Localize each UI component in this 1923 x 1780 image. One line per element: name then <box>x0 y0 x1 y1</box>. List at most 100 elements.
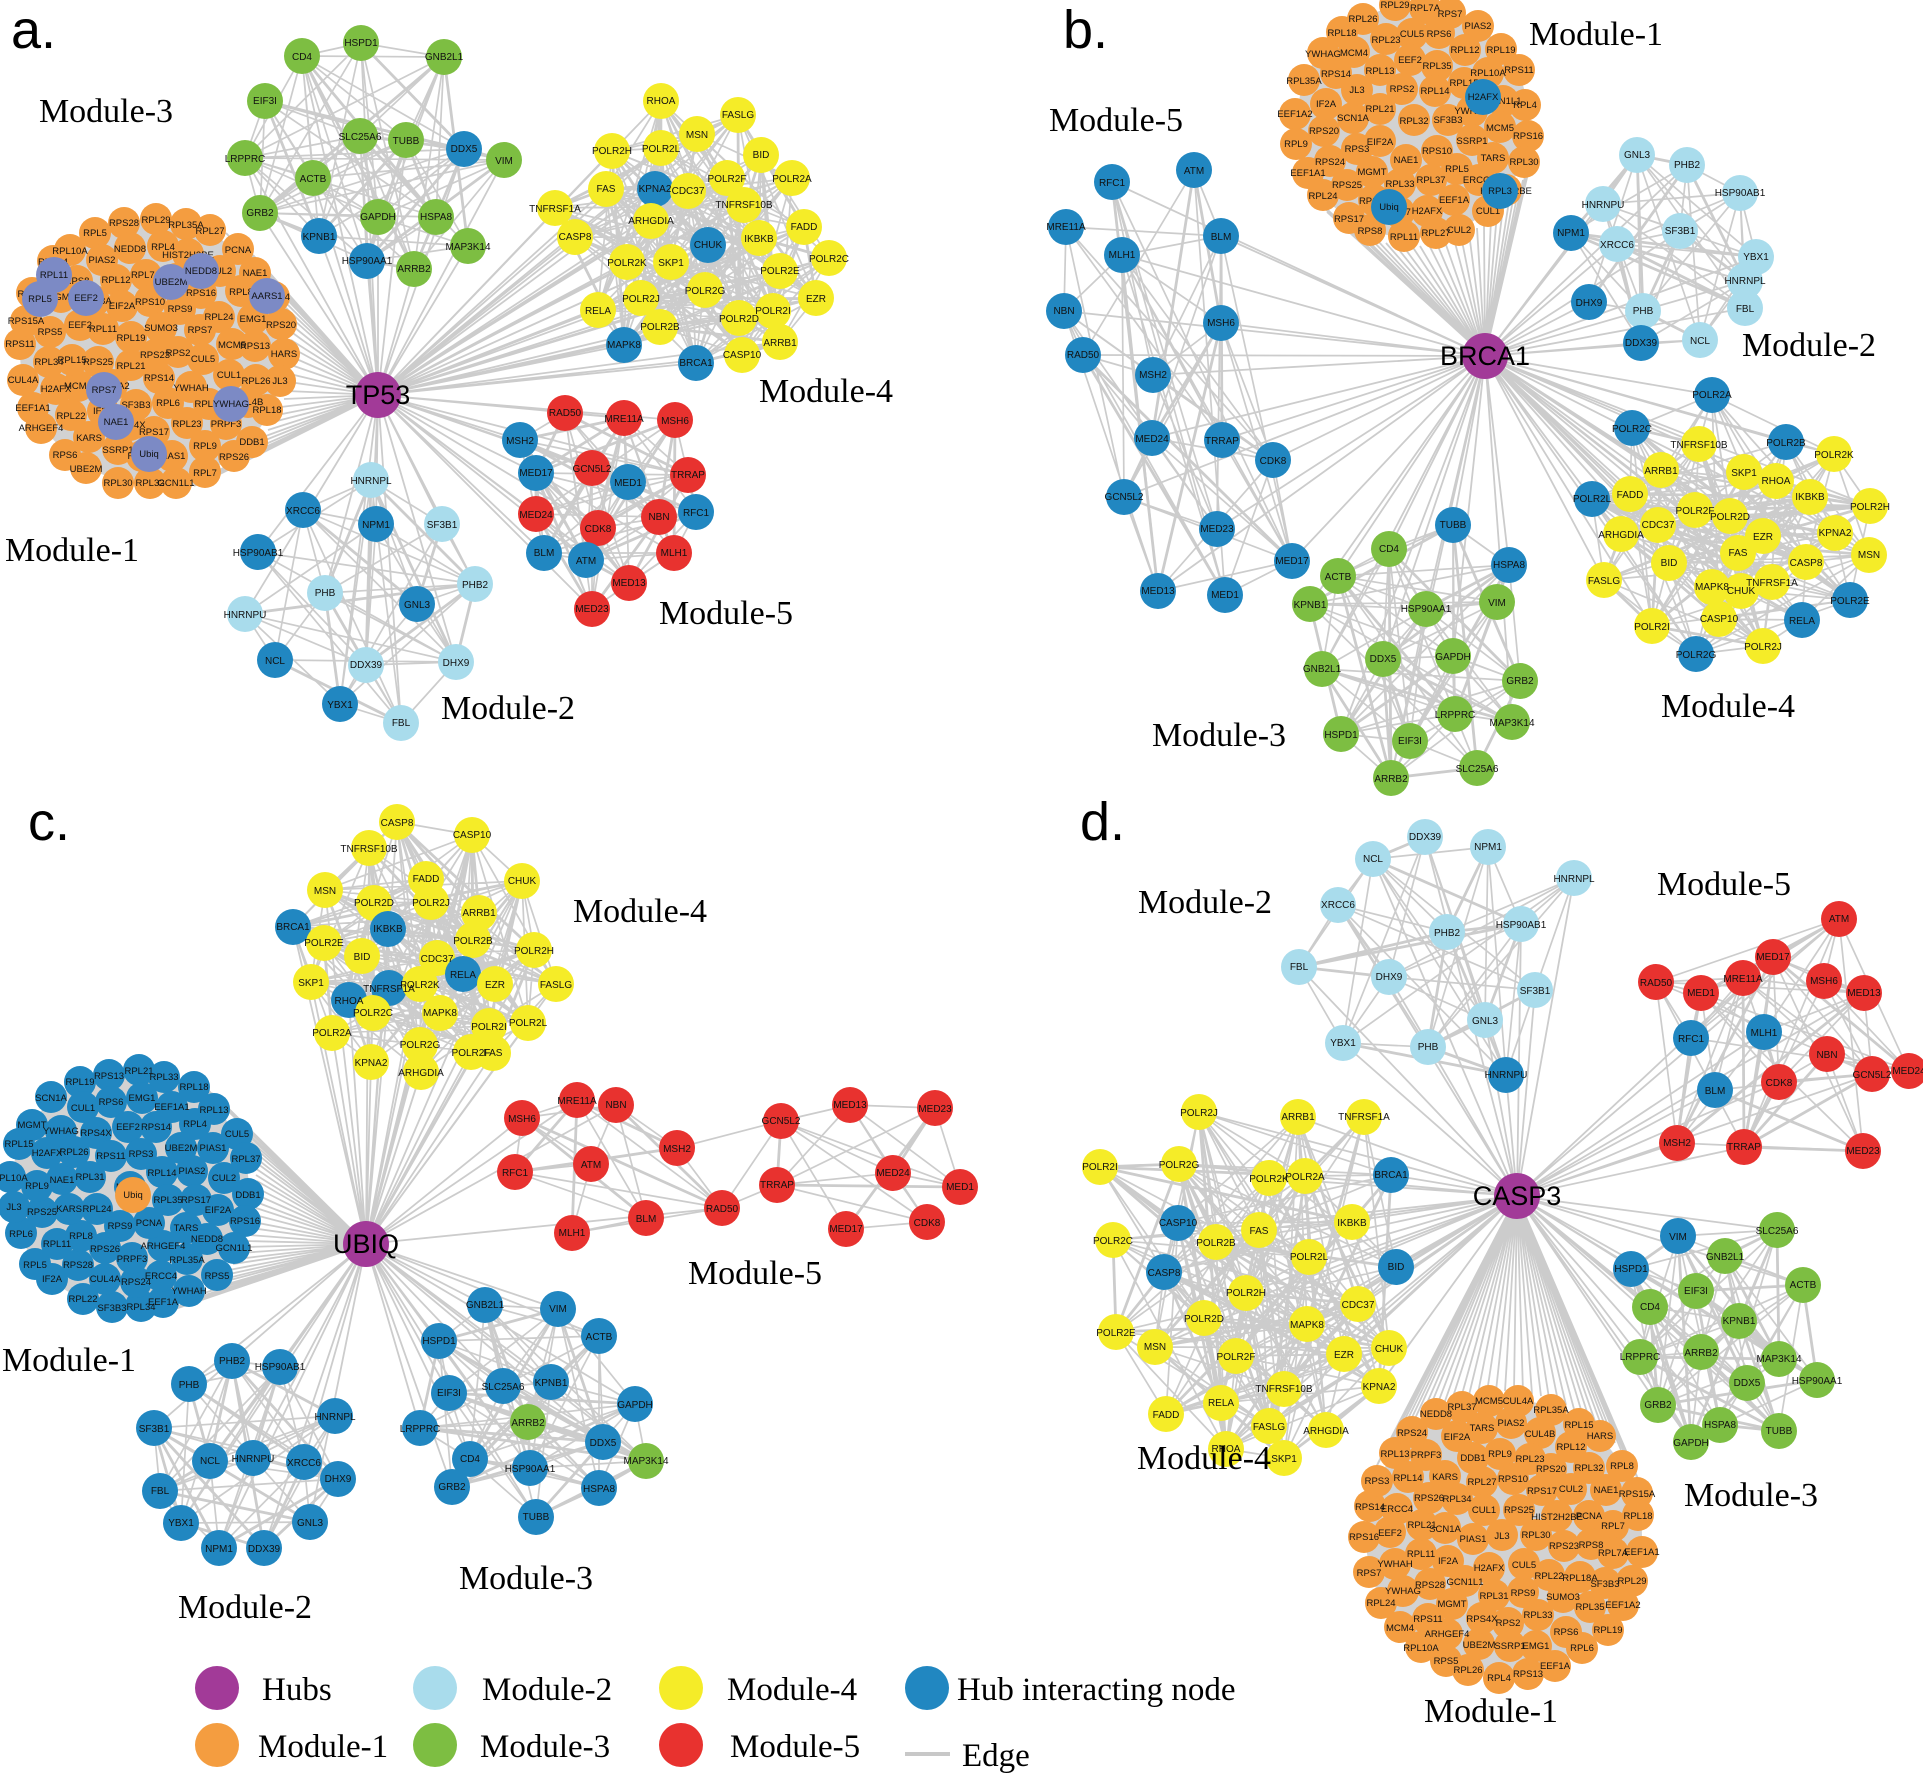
svg-text:BLM: BLM <box>636 1214 657 1225</box>
svg-text:ATM: ATM <box>1829 914 1849 925</box>
svg-text:RPL5: RPL5 <box>1445 164 1469 175</box>
svg-text:EEF1A1: EEF1A1 <box>1290 168 1325 179</box>
svg-text:NCL: NCL <box>1690 336 1710 347</box>
svg-text:RPS17: RPS17 <box>1334 214 1364 225</box>
svg-text:PHB: PHB <box>1418 1042 1439 1053</box>
svg-text:RPS6: RPS6 <box>1554 1627 1579 1638</box>
svg-text:VIM: VIM <box>495 156 513 167</box>
svg-text:SKP1: SKP1 <box>1731 468 1757 479</box>
svg-text:BID: BID <box>753 150 770 161</box>
svg-text:DDB1: DDB1 <box>1460 1453 1485 1464</box>
svg-text:HNRNPL: HNRNPL <box>1724 276 1766 287</box>
svg-text:MSH6: MSH6 <box>508 1114 536 1125</box>
svg-text:XRCC6: XRCC6 <box>1600 240 1634 251</box>
svg-text:ARHGDIA: ARHGDIA <box>1303 1426 1349 1437</box>
svg-text:POLR2J: POLR2J <box>1180 1108 1218 1119</box>
svg-text:MAP3K14: MAP3K14 <box>623 1456 668 1467</box>
svg-text:MSH2: MSH2 <box>506 436 534 447</box>
svg-text:POLR2D: POLR2D <box>719 314 759 325</box>
svg-text:RPS26: RPS26 <box>90 1244 120 1255</box>
svg-text:Module-5: Module-5 <box>1049 102 1183 139</box>
svg-text:MSN: MSN <box>1144 1342 1166 1353</box>
svg-text:BID: BID <box>1388 1262 1405 1273</box>
svg-text:CASP8: CASP8 <box>381 818 414 829</box>
svg-text:PHB: PHB <box>179 1380 200 1391</box>
svg-text:POLR2H: POLR2H <box>592 146 632 157</box>
svg-text:GNL3: GNL3 <box>404 600 431 611</box>
svg-text:RPL9: RPL9 <box>193 441 217 452</box>
svg-text:MCM4: MCM4 <box>1386 1623 1414 1634</box>
svg-text:IKBKB: IKBKB <box>744 234 774 245</box>
svg-text:RPL6: RPL6 <box>156 398 180 409</box>
svg-text:RPL5: RPL5 <box>28 294 52 305</box>
svg-text:DDB1: DDB1 <box>235 1190 260 1201</box>
svg-text:EEF2: EEF2 <box>116 1122 140 1133</box>
svg-text:CASP10: CASP10 <box>453 830 492 841</box>
svg-text:RAD50: RAD50 <box>549 408 582 419</box>
svg-text:Module-1: Module-1 <box>5 532 139 569</box>
svg-text:FAS: FAS <box>597 184 616 195</box>
svg-text:RELA: RELA <box>1789 616 1815 627</box>
svg-text:HIST2H2BE: HIST2H2BE <box>162 250 214 261</box>
svg-text:HSPD1: HSPD1 <box>422 1336 456 1347</box>
svg-text:GNL3: GNL3 <box>1624 150 1651 161</box>
svg-text:CDK8: CDK8 <box>1260 456 1287 467</box>
svg-text:RPL33: RPL33 <box>149 1072 178 1083</box>
svg-text:POLR2F: POLR2F <box>1217 1352 1256 1363</box>
svg-text:KPNA2: KPNA2 <box>1819 528 1852 539</box>
svg-text:RPS8: RPS8 <box>1358 226 1383 237</box>
svg-text:FAS: FAS <box>484 1048 503 1059</box>
svg-text:YWHAG: YWHAG <box>1385 1586 1421 1597</box>
svg-text:YBX1: YBX1 <box>1330 1038 1356 1049</box>
svg-text:POLR2E: POLR2E <box>760 266 800 277</box>
svg-text:UBE2M: UBE2M <box>165 1143 198 1154</box>
svg-text:POLR2E: POLR2E <box>1830 596 1870 607</box>
svg-text:CASP8: CASP8 <box>1148 1268 1181 1279</box>
svg-text:DHX9: DHX9 <box>443 658 470 669</box>
svg-text:RPL37: RPL37 <box>231 1154 260 1165</box>
svg-text:RPL8: RPL8 <box>1610 1461 1634 1472</box>
svg-text:EEF1A1: EEF1A1 <box>15 403 50 414</box>
svg-text:SF3B1: SF3B1 <box>1665 226 1696 237</box>
svg-text:EEF2: EEF2 <box>1398 55 1422 66</box>
svg-text:Module-2: Module-2 <box>441 690 575 727</box>
svg-text:CUL1: CUL1 <box>1476 206 1500 217</box>
svg-text:PIAS2: PIAS2 <box>1465 21 1492 32</box>
svg-text:HARS: HARS <box>1587 1431 1613 1442</box>
svg-text:TNFRSF10B: TNFRSF10B <box>715 200 773 211</box>
svg-text:CASP10: CASP10 <box>1159 1218 1198 1229</box>
svg-text:RPL26: RPL26 <box>241 376 270 387</box>
svg-text:CASP10: CASP10 <box>723 350 762 361</box>
svg-text:MGMT: MGMT <box>1437 1599 1466 1610</box>
svg-text:RPS3: RPS3 <box>129 1149 154 1160</box>
svg-text:UBE2M: UBE2M <box>1463 1640 1496 1651</box>
svg-text:PIAS1: PIAS1 <box>200 1143 227 1154</box>
svg-text:IF2A: IF2A <box>1438 1556 1459 1567</box>
svg-text:DDX39: DDX39 <box>1409 832 1442 843</box>
svg-text:RPS23: RPS23 <box>140 350 170 361</box>
svg-text:SSRP1: SSRP1 <box>1456 136 1487 147</box>
svg-text:GNB2L1: GNB2L1 <box>1303 664 1342 675</box>
svg-text:TNFRSF1A: TNFRSF1A <box>529 204 581 215</box>
svg-text:RPL35A: RPL35A <box>168 220 204 231</box>
svg-text:BRCA1: BRCA1 <box>1374 1170 1408 1181</box>
svg-text:MCM4: MCM4 <box>64 381 92 392</box>
svg-text:EZR: EZR <box>1334 1350 1354 1361</box>
svg-text:MED1: MED1 <box>1687 988 1715 999</box>
svg-text:RPS5: RPS5 <box>205 1271 230 1282</box>
svg-text:RPS6: RPS6 <box>53 450 78 461</box>
svg-text:POLR2I: POLR2I <box>1082 1162 1118 1173</box>
svg-text:TUBB: TUBB <box>1766 1426 1793 1437</box>
svg-text:RPL15: RPL15 <box>57 355 86 366</box>
svg-text:MRE11A: MRE11A <box>1723 974 1763 985</box>
svg-text:HNRNPU: HNRNPU <box>1485 1070 1528 1081</box>
svg-text:RPS14: RPS14 <box>144 373 174 384</box>
svg-text:POLR2B: POLR2B <box>453 936 493 947</box>
svg-text:TUBB: TUBB <box>523 1512 550 1523</box>
svg-text:EIF2A: EIF2A <box>109 301 136 312</box>
svg-text:ACTB: ACTB <box>1790 1280 1817 1291</box>
svg-text:EEF1A2: EEF1A2 <box>1605 1600 1640 1611</box>
svg-text:RPL6: RPL6 <box>1570 1643 1594 1654</box>
svg-text:RPL14: RPL14 <box>147 1168 176 1179</box>
svg-text:YBX1: YBX1 <box>1743 252 1769 263</box>
